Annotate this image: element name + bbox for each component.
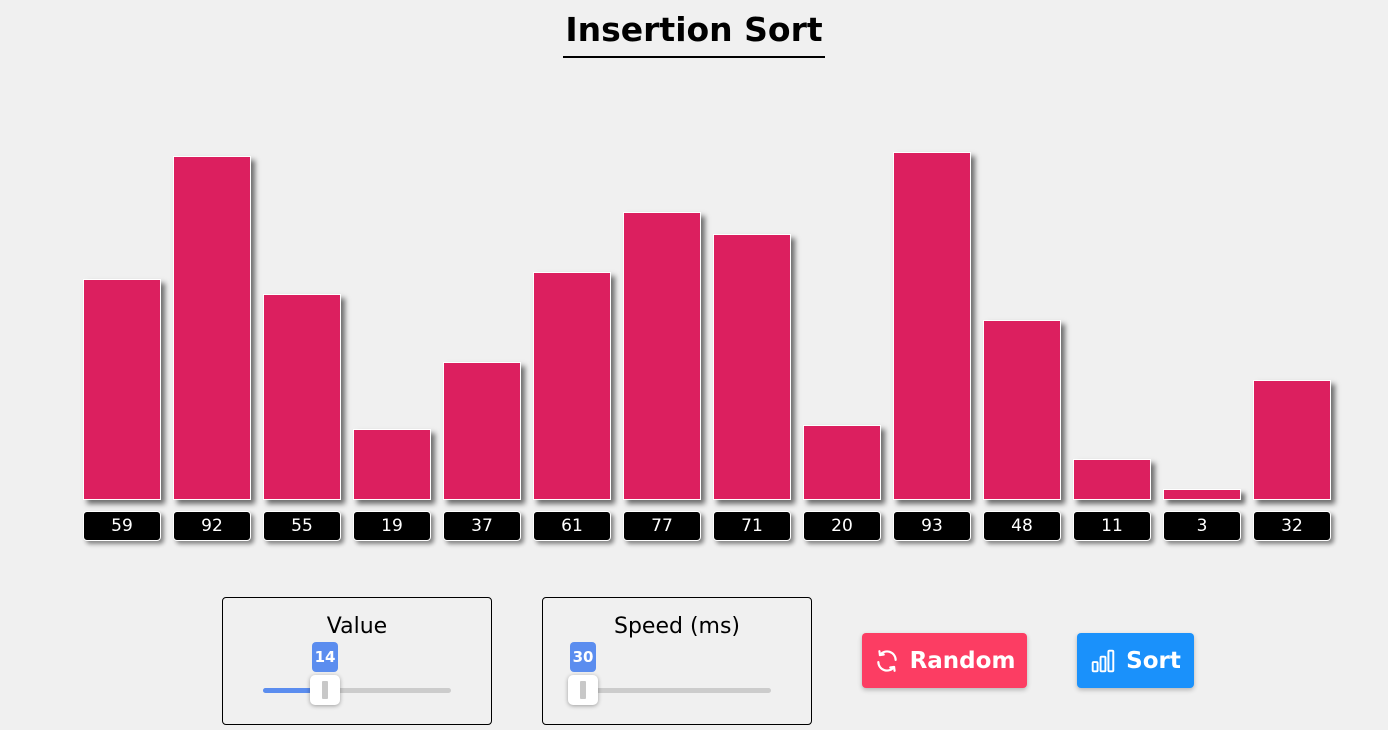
bar	[713, 234, 791, 500]
value-slider-thumb[interactable]	[310, 675, 340, 705]
bar-value-label: 11	[1073, 511, 1151, 541]
bar	[533, 272, 611, 500]
bar	[443, 362, 521, 500]
page-title: Insertion Sort	[563, 10, 825, 58]
bar	[893, 152, 971, 500]
bar-value-label: 37	[443, 511, 521, 541]
bar-value-label: 19	[353, 511, 431, 541]
speed-slider-bubble: 30	[570, 642, 596, 672]
bar-value-label: 77	[623, 511, 701, 541]
value-slider-fill	[263, 688, 325, 693]
bar-value-label: 48	[983, 511, 1061, 541]
bar-value-label: 92	[173, 511, 251, 541]
bar-value-label: 59	[83, 511, 161, 541]
bar-value-label: 20	[803, 511, 881, 541]
bar-value-label: 61	[533, 511, 611, 541]
bar	[983, 320, 1061, 500]
bar-chart-icon	[1090, 648, 1116, 674]
value-panel: Value 14	[222, 597, 492, 725]
sort-button-label: Sort	[1126, 647, 1181, 674]
speed-panel: Speed (ms) 30	[542, 597, 812, 725]
bar-chart	[83, 70, 1343, 500]
refresh-icon	[874, 648, 900, 674]
bar	[263, 294, 341, 500]
value-slider-track[interactable]	[263, 688, 451, 693]
bar	[1253, 380, 1331, 500]
bar	[803, 425, 881, 500]
sort-button[interactable]: Sort	[1077, 633, 1194, 688]
random-button[interactable]: Random	[862, 633, 1027, 688]
random-button-label: Random	[909, 647, 1016, 674]
speed-panel-title: Speed (ms)	[613, 614, 741, 639]
bar-value-label: 32	[1253, 511, 1331, 541]
value-slider-bubble: 14	[312, 642, 338, 672]
value-labels: 59 92 55 19 37 61 77 71 20 93 48 11 3 32	[83, 511, 1343, 541]
bar-value-label: 93	[893, 511, 971, 541]
bar-value-label: 71	[713, 511, 791, 541]
value-panel-title: Value	[326, 614, 388, 639]
bar	[353, 429, 431, 500]
bar-value-label: 3	[1163, 511, 1241, 541]
speed-slider-track[interactable]	[583, 688, 771, 693]
speed-slider-thumb[interactable]	[568, 675, 598, 705]
bar	[1163, 489, 1241, 500]
bar	[623, 212, 701, 500]
bar	[173, 156, 251, 500]
bar	[1073, 459, 1151, 500]
bar	[83, 279, 161, 500]
title-wrap: Insertion Sort	[0, 10, 1388, 58]
bar-value-label: 55	[263, 511, 341, 541]
